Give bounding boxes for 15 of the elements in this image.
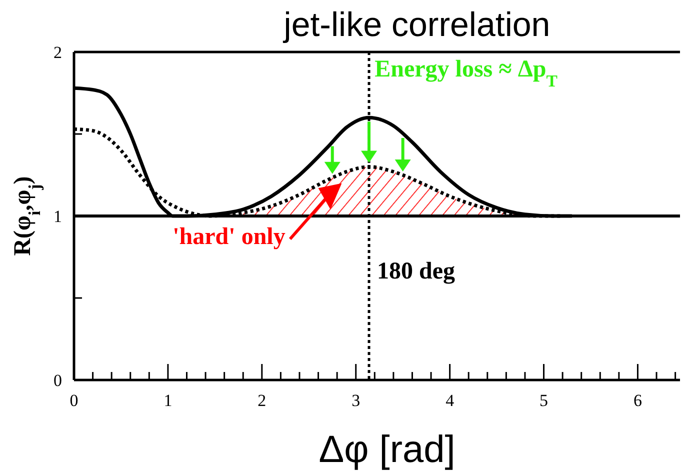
x-tick-label: 2 [258,391,266,410]
x-tick-label: 3 [352,391,360,410]
x-tick-label: 5 [540,391,548,410]
annotation: 'hard' only [172,224,286,250]
y-tick-label: 0 [54,371,62,390]
x-tick-label: 6 [633,391,642,410]
chart-title: jet-like correlation [282,6,550,44]
annotation: Energy loss ≈ Δp$_{T}$ [374,56,558,90]
x-tick-label: 4 [446,391,455,410]
x-tick-label: 0 [70,391,78,410]
x-axis-title: Δφ [rad] [318,429,456,471]
ref-line-label: 180 deg [377,258,456,284]
y-tick-label: 2 [54,43,62,62]
x-tick-label: 1 [164,391,172,410]
y-tick-label: 1 [54,207,62,226]
